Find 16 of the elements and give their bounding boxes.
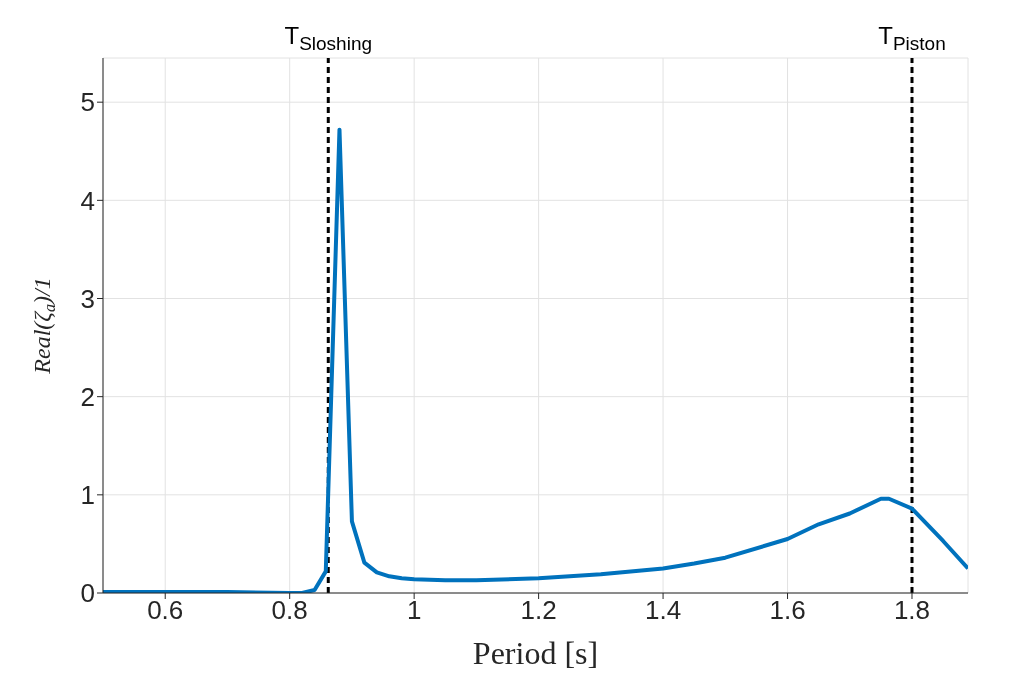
ref-line-label: T$_{Sloshing}$: [284, 22, 373, 54]
x-tick-label: 1.6: [769, 595, 806, 626]
x-axis-title: Period [s]: [472, 635, 599, 671]
x-tick-label: 1.2: [520, 595, 557, 626]
x-tick-label: 0.6: [147, 595, 184, 626]
x-tick-label: 0.8: [271, 595, 308, 626]
ref-line-label: T$_{Piston}$: [878, 22, 946, 54]
x-tick-label: 1: [406, 595, 422, 626]
y-tick-label: 2: [80, 381, 95, 412]
x-tick-label: 1.4: [644, 595, 682, 626]
y-tick-label: 1: [80, 480, 95, 511]
x-tick-label: 1.8: [893, 595, 931, 626]
y-tick-label: 3: [80, 283, 95, 314]
y-tick-label: 4: [80, 185, 95, 216]
y-tick-label: 0: [80, 578, 95, 609]
y-tick-label: 5: [80, 87, 95, 118]
